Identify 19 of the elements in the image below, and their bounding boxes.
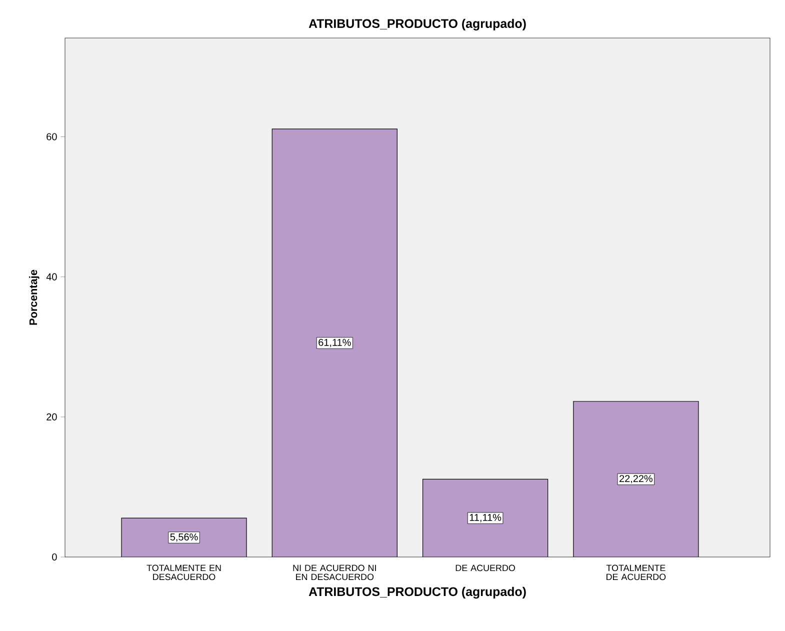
- x-tick-label: DE ACUERDO: [456, 564, 515, 572]
- x-tick-label: TOTALMENTE DE ACUERDO: [606, 564, 666, 580]
- data-label: 22,22%: [620, 475, 652, 484]
- y-tick-label: 0: [52, 553, 57, 561]
- chart-title: ATRIBUTOS_PRODUCTO (agrupado): [308, 18, 526, 30]
- y-tick-label: 20: [46, 413, 57, 420]
- bar: [272, 128, 398, 557]
- data-label: 11,11%: [470, 514, 502, 522]
- x-axis-title: ATRIBUTOS_PRODUCTO (agrupado): [308, 586, 526, 599]
- y-axis-title: Porcentaje: [29, 270, 40, 325]
- y-tick-label: 40: [46, 273, 57, 280]
- x-tick-label: NI DE ACUERDO NI EN DESACUERDO: [293, 564, 376, 580]
- bar: [121, 518, 247, 557]
- x-tick-label: TOTALMENTE EN DESACUERDO: [146, 564, 221, 580]
- y-tick-label: 60: [46, 133, 57, 140]
- bar: [573, 401, 699, 557]
- data-label: 61,11%: [318, 338, 351, 348]
- data-label: 5,56%: [170, 533, 198, 542]
- bar: [422, 478, 548, 557]
